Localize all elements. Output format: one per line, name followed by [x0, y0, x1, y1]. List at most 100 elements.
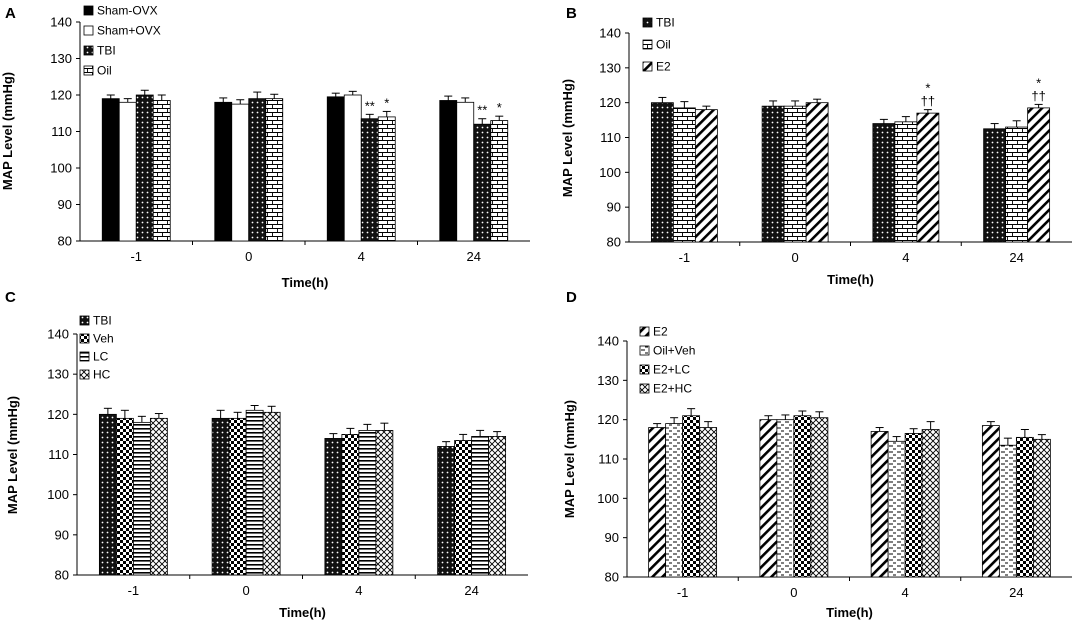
bar-veh-3: [454, 440, 473, 576]
legend-swatch: [83, 45, 94, 56]
y-tick-label: 110: [600, 130, 621, 145]
panel-label: A: [5, 5, 16, 22]
legend-label: LC: [93, 350, 109, 364]
legend-swatch: [639, 383, 650, 394]
bar-sham-ovx-1: [214, 101, 233, 242]
bar-e2-1: [805, 102, 829, 243]
y-tick-label: 140: [597, 334, 619, 349]
bar-veh-1: [228, 417, 247, 576]
bar-e2-2: [916, 112, 940, 243]
bar-sham-ovx-3: [456, 101, 475, 242]
y-tick-label: 90: [605, 530, 619, 545]
legend-label: Sham-OVX: [97, 4, 158, 18]
bar-oil-0: [672, 107, 696, 243]
legend-swatch: [79, 351, 90, 362]
y-tick-label: 120: [47, 407, 69, 422]
y-tick-label: 130: [599, 60, 621, 75]
bar-veh-0: [115, 417, 134, 576]
legend-swatch: [639, 364, 650, 375]
y-tick-label: 90: [55, 527, 69, 542]
bar-oil-veh-3: [998, 444, 1017, 578]
significance-mark: ††: [921, 94, 935, 109]
y-tick-label: 140: [599, 26, 621, 41]
bar-lc-0: [132, 421, 151, 576]
y-tick-label: 110: [598, 452, 619, 467]
bar-e2-3: [1027, 107, 1051, 243]
bar-oil-2: [377, 116, 396, 242]
bar-tbi-3: [473, 123, 492, 242]
y-tick-label: 120: [597, 412, 619, 427]
panel-label: B: [566, 5, 577, 22]
x-tick-label: 4: [355, 583, 362, 598]
bar-oil-3: [490, 120, 509, 242]
significance-mark: *: [497, 100, 502, 115]
significance-mark: *: [384, 95, 389, 110]
legend: Sham-OVX Sham+OVX TBI Oil: [83, 4, 161, 78]
legend-label: Oil: [656, 38, 671, 52]
x-tick-label: 0: [243, 583, 250, 598]
bar-oil-2: [894, 121, 918, 243]
x-tick-label: -1: [679, 250, 691, 265]
bar-hc-2: [375, 429, 394, 576]
bar-e2-hc-0: [699, 427, 718, 578]
legend-swatch: [83, 65, 94, 76]
y-tick-label: 130: [597, 373, 619, 388]
x-tick-label: 4: [358, 249, 365, 264]
legend-label: Oil: [97, 64, 112, 78]
y-axis-label: MAP Level (mmHg): [562, 400, 577, 518]
y-tick-label: 120: [50, 88, 72, 103]
legend-swatch: [639, 345, 650, 356]
bar-lc-2: [358, 429, 377, 576]
y-tick-label: 80: [605, 570, 619, 585]
x-tick-label: 4: [902, 585, 909, 600]
bar-tbi-1: [761, 105, 785, 243]
bar-tbi-2: [324, 438, 343, 576]
bar-e2-hc-3: [1032, 438, 1051, 578]
significance-mark: ††: [1031, 88, 1045, 103]
legend-swatch: [642, 61, 653, 72]
bar-e2-lc-1: [793, 415, 812, 578]
bar-oil-veh-0: [665, 423, 684, 578]
legend-label: TBI: [93, 314, 112, 328]
legend-swatch: [642, 17, 653, 28]
legend-swatch: [83, 25, 94, 36]
legend-label: Oil+Veh: [653, 344, 695, 358]
y-tick-label: 90: [607, 200, 621, 215]
x-tick-label: 0: [245, 249, 252, 264]
legend-swatch: [639, 326, 650, 337]
bar-tbi-1: [248, 98, 267, 242]
x-tick-label: 4: [902, 250, 909, 265]
legend-swatch: [642, 39, 653, 50]
bar-e2-0: [694, 109, 718, 243]
y-tick-label: 100: [597, 491, 619, 506]
x-axis-label: Time(h): [827, 272, 874, 287]
legend: TBI Oil E2: [642, 16, 675, 74]
bar-oil-1: [265, 98, 284, 242]
bar-hc-0: [149, 417, 168, 576]
panel-label: D: [566, 289, 577, 306]
y-tick-label: 110: [51, 124, 72, 139]
bar-lc-1: [245, 409, 264, 576]
bar-tbi-1: [211, 417, 230, 576]
x-axis-label: Time(h): [282, 275, 329, 290]
legend-label: HC: [93, 368, 111, 382]
bar-e2-0: [648, 427, 667, 578]
legend-swatch: [83, 5, 94, 16]
bar-e2-3: [981, 425, 1000, 578]
bar-tbi-0: [650, 102, 674, 243]
legend-label: TBI: [97, 44, 116, 58]
x-tick-label: 24: [1009, 585, 1023, 600]
bar-e2-hc-2: [921, 429, 940, 578]
bar-e2-1: [759, 419, 778, 578]
bar-oil-0: [152, 100, 171, 242]
y-tick-label: 80: [58, 234, 72, 249]
y-tick-label: 110: [48, 447, 69, 462]
bar-tbi-0: [135, 94, 154, 242]
chart-panel-d: 80 90 100 110 120 130 140 MAP Level (mmHg) -1 0 4 2…: [562, 289, 1072, 620]
legend-swatch: [79, 333, 90, 344]
bar-sham-ovx-1: [231, 103, 250, 242]
x-tick-label: 0: [792, 250, 799, 265]
significance-mark: *: [925, 81, 930, 96]
y-tick-label: 100: [47, 487, 69, 502]
